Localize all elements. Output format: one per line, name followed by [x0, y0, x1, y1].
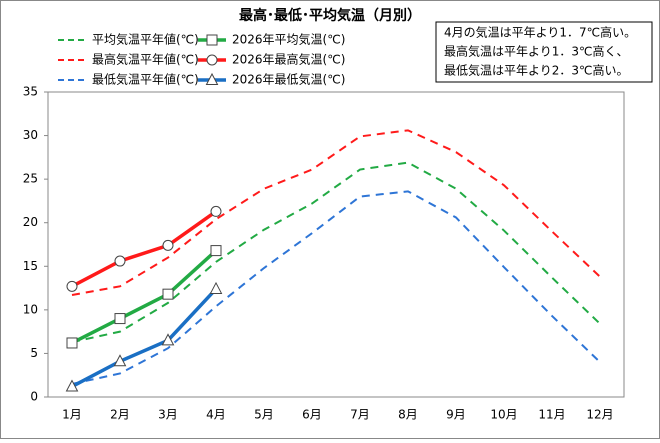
- x-tick-label: 7月: [350, 408, 370, 422]
- marker: [161, 333, 175, 346]
- y-tick-label: 5: [30, 346, 38, 360]
- x-tick-label: 8月: [398, 408, 418, 422]
- marker: [206, 34, 218, 46]
- marker: [209, 281, 223, 294]
- marker: [210, 245, 222, 257]
- note-line: 4月の気温は平年より1．7℃高い。: [444, 25, 636, 40]
- legend-label: 最高気温平年値(℃): [92, 52, 199, 67]
- x-tick-label: 10月: [490, 408, 517, 422]
- y-tick-label: 35: [23, 85, 38, 99]
- legend-label: 最低気温平年値(℃): [92, 72, 199, 87]
- marker: [162, 288, 174, 300]
- y-tick-label: 15: [23, 259, 38, 273]
- note-box: [435, 21, 653, 83]
- marker: [65, 379, 79, 392]
- series-line: [71, 287, 218, 389]
- x-tick-label: 6月: [302, 408, 322, 422]
- marker: [206, 54, 218, 66]
- legend-label: 2026年最低気温(℃): [232, 72, 345, 87]
- x-tick-label: 1月: [62, 408, 82, 422]
- chart-title: 最高･最低･平均気温（月別）: [239, 7, 421, 24]
- x-tick-label: 2月: [110, 408, 130, 422]
- y-tick-label: 30: [23, 128, 38, 142]
- plot-area: [47, 91, 625, 398]
- marker: [210, 205, 222, 217]
- marker: [66, 280, 78, 292]
- series-line: [71, 161, 601, 344]
- x-tick-label: 4月: [206, 408, 226, 422]
- legend-label: 平均気温平年値(℃): [92, 32, 199, 47]
- marker: [114, 255, 126, 267]
- y-tick-label: 0: [30, 390, 38, 404]
- series-line: [71, 249, 218, 345]
- legend-label: 2026年最高気温(℃): [232, 52, 345, 67]
- marker: [113, 354, 127, 367]
- note-line: 最低気温は平年より2．3℃高い。: [444, 63, 629, 78]
- marker: [66, 337, 78, 349]
- x-tick-label: 5月: [254, 408, 274, 422]
- legend-label: 2026年平均気温(℃): [232, 32, 345, 47]
- y-tick-label: 20: [23, 215, 38, 229]
- x-tick-label: 12月: [586, 408, 613, 422]
- marker: [205, 72, 219, 85]
- x-tick-label: 11月: [538, 408, 565, 422]
- y-tick-label: 10: [23, 302, 38, 316]
- marker: [162, 239, 174, 251]
- marker: [114, 313, 126, 325]
- x-tick-label: 3月: [158, 408, 178, 422]
- note-line: 最高気温は平年より1．3℃高く、: [444, 44, 629, 59]
- series-line: [71, 209, 218, 288]
- y-tick-label: 25: [23, 172, 38, 186]
- x-tick-label: 9月: [446, 408, 466, 422]
